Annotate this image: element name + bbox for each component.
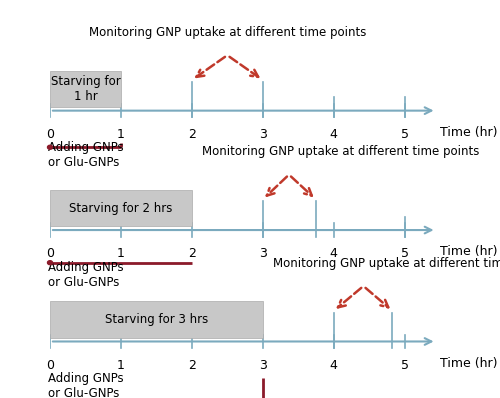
- Text: 4: 4: [330, 359, 338, 372]
- Text: 1: 1: [117, 247, 125, 260]
- Text: 5: 5: [400, 128, 408, 141]
- Text: 0: 0: [46, 128, 54, 141]
- Text: 4: 4: [330, 128, 338, 141]
- Text: 2: 2: [188, 359, 196, 372]
- Text: 5: 5: [400, 247, 408, 260]
- Text: Starving for 3 hrs: Starving for 3 hrs: [104, 313, 208, 326]
- Bar: [50, 301, 262, 338]
- Text: Time (hr): Time (hr): [440, 126, 498, 139]
- Text: 2: 2: [188, 128, 196, 141]
- Text: Starving for 2 hrs: Starving for 2 hrs: [69, 201, 172, 215]
- Text: Monitoring GNP uptake at different time points: Monitoring GNP uptake at different time …: [273, 257, 500, 270]
- Bar: [50, 190, 192, 226]
- Text: 5: 5: [400, 359, 408, 372]
- Text: Starving for
1 hr: Starving for 1 hr: [50, 75, 120, 103]
- Text: 1: 1: [117, 359, 125, 372]
- Text: 1: 1: [117, 128, 125, 141]
- Text: Time (hr): Time (hr): [440, 245, 498, 258]
- Text: Monitoring GNP uptake at different time points: Monitoring GNP uptake at different time …: [88, 26, 366, 39]
- Text: Time (hr): Time (hr): [440, 357, 498, 370]
- Text: 0: 0: [46, 359, 54, 372]
- Text: Monitoring GNP uptake at different time points: Monitoring GNP uptake at different time …: [202, 145, 479, 158]
- Text: Adding GNPs
or Glu-GNPs: Adding GNPs or Glu-GNPs: [48, 372, 123, 398]
- Text: 3: 3: [259, 247, 266, 260]
- Text: 3: 3: [259, 359, 266, 372]
- Text: 0: 0: [46, 247, 54, 260]
- Text: Adding GNPs
or Glu-GNPs: Adding GNPs or Glu-GNPs: [48, 261, 123, 289]
- Text: 2: 2: [188, 247, 196, 260]
- Text: Adding GNPs
or Glu-GNPs: Adding GNPs or Glu-GNPs: [48, 141, 123, 169]
- Text: 3: 3: [259, 128, 266, 141]
- Bar: [50, 70, 121, 107]
- Text: 4: 4: [330, 247, 338, 260]
